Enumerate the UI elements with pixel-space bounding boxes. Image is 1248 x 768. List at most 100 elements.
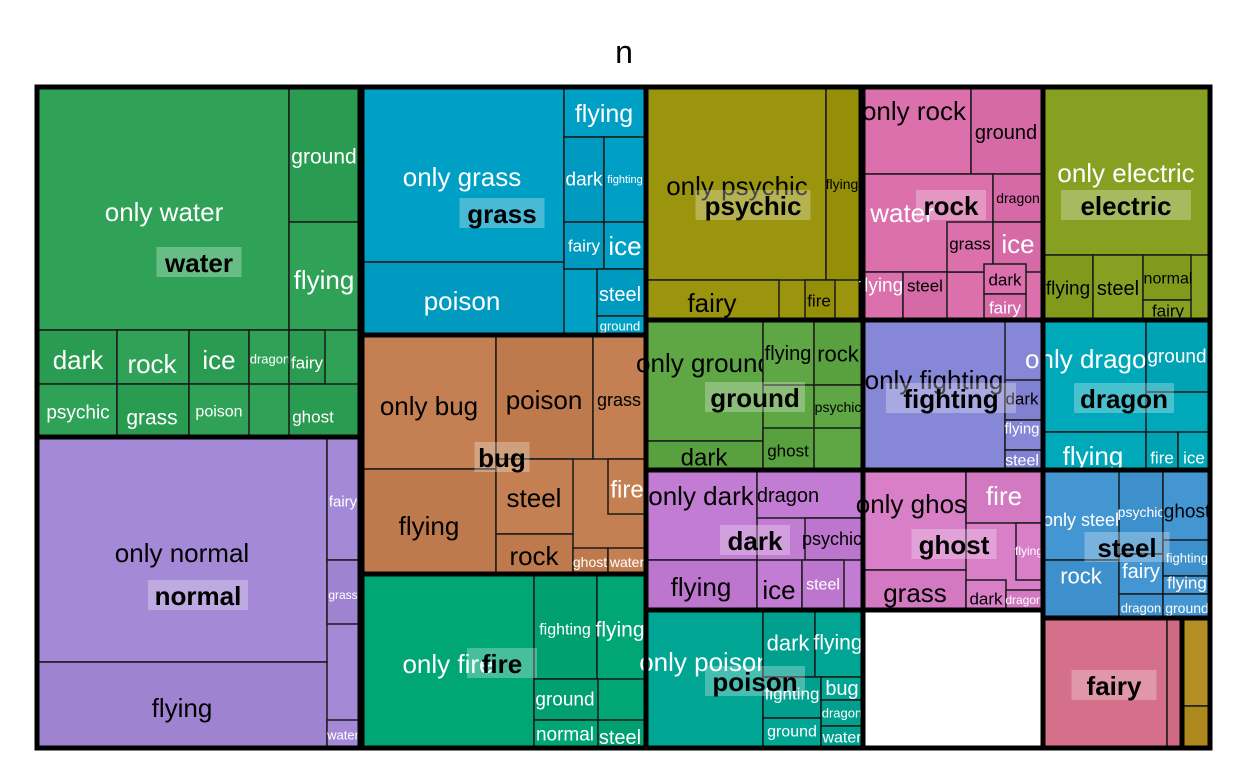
- treemap-tile: [36, 86, 290, 331]
- treemap-tile: [1181, 705, 1211, 749]
- tile-label: ice: [1001, 229, 1034, 259]
- group-label: electric: [1080, 191, 1171, 221]
- group-label-highlight: [911, 529, 997, 559]
- tile-label: flying: [1004, 421, 1039, 438]
- group-label: dragon: [1080, 384, 1168, 414]
- tile-label: only psychic: [666, 171, 808, 201]
- tile-label: ice: [1183, 449, 1205, 468]
- treemap-tile: [645, 609, 764, 749]
- tile-label: rock: [817, 342, 860, 367]
- group-label: steel: [1097, 533, 1156, 563]
- group-label-highlight: [459, 198, 545, 228]
- group-label-highlight: [156, 247, 242, 277]
- group-label: ground: [710, 383, 800, 413]
- treemap-tile: [36, 383, 118, 438]
- tile-label: grass: [883, 578, 947, 608]
- treemap-group-rock: only rock ground water dragon grass ice flying…: [859, 84, 1046, 323]
- treemap-tile: [36, 436, 328, 663]
- group-label-highlight: [474, 442, 530, 472]
- chart-title: n: [615, 34, 633, 70]
- group-label-highlight: [695, 190, 811, 220]
- tile-label: only bug: [380, 391, 478, 421]
- treemap-tile: [983, 263, 1027, 295]
- tile-label: fighting: [765, 685, 820, 704]
- treemap-tile: [1118, 553, 1164, 595]
- tile-label: only steel: [1043, 510, 1119, 530]
- treemap-group-water: only water ground flying dark rock ice dragon f…: [34, 84, 363, 440]
- tile-label: flying: [671, 572, 732, 602]
- group-label: ghost: [919, 530, 990, 560]
- tile-label: only ground: [636, 348, 772, 378]
- tile-label: flying: [859, 276, 903, 297]
- treemap-group-electric: only electric flying steel normal fairy elect…: [1040, 84, 1213, 323]
- tile-label: rock: [1060, 564, 1103, 589]
- tile-label: ground: [291, 146, 356, 169]
- tile-label: only rock: [862, 96, 967, 126]
- treemap-tile: [862, 319, 1006, 471]
- tile-label: only fighting: [865, 365, 1004, 395]
- tile-label: rock: [127, 349, 177, 379]
- treemap-frame: [34, 84, 1213, 751]
- tile-label: psychic: [46, 403, 109, 424]
- tile-label: water: [869, 198, 934, 228]
- tile-label: steel: [1097, 278, 1139, 300]
- group-label: fairy: [1087, 671, 1142, 701]
- treemap-tile: [756, 559, 803, 611]
- tile-label: fighting: [539, 622, 591, 639]
- treemap-group-unlabeled: [1179, 615, 1213, 751]
- tile-label: flying: [294, 265, 355, 295]
- group-label: fighting: [903, 384, 998, 414]
- tile-label: only dragon: [1025, 344, 1161, 374]
- tile-label: flying: [1063, 441, 1124, 471]
- group-label-highlight: [1074, 383, 1174, 413]
- tile-label: ghost: [292, 408, 334, 427]
- group-label-highlight: [1061, 190, 1191, 220]
- treemap-tile: [813, 384, 864, 429]
- tile-label: steel: [599, 284, 641, 306]
- tile-label: flying: [399, 511, 460, 541]
- tile-label: poison: [506, 385, 583, 415]
- tile-label: only normal: [115, 538, 249, 568]
- tile-label: flying: [152, 693, 213, 723]
- tile-label: ice: [762, 575, 795, 605]
- treemap-group-ground: only ground dark flying rock psychic ghost gro…: [636, 317, 866, 473]
- tile-label: flying: [813, 632, 862, 655]
- tile-label: fighting: [1166, 551, 1208, 566]
- tile-label: fairy: [1152, 302, 1185, 321]
- tile-label: dragon: [996, 190, 1040, 206]
- group-label: bug: [478, 443, 526, 473]
- treemap-tile: [592, 334, 647, 460]
- treemap-tile: [756, 469, 864, 519]
- treemap-tile: [1092, 254, 1144, 321]
- group-label-highlight: [148, 580, 248, 610]
- group-label-highlight: [705, 382, 805, 412]
- tile-label: rock: [509, 541, 559, 571]
- tile-label: grass: [949, 235, 991, 254]
- treemap-tile: [563, 221, 605, 270]
- tile-label: flying: [1015, 544, 1043, 558]
- tile-label: ice: [202, 345, 235, 375]
- treemap-tile: [645, 469, 758, 561]
- tile-label: fairy: [687, 288, 736, 318]
- tile-label: only water: [105, 197, 224, 227]
- tile-label: ghost: [767, 442, 809, 461]
- group-label-highlight: [467, 648, 537, 678]
- treemap-tile: [862, 86, 972, 175]
- tile-label: grass: [597, 390, 641, 410]
- treemap-group-psychic: only psychic flying fairy fire psychic: [643, 84, 864, 323]
- tile-label: dragon: [1005, 593, 1042, 607]
- treemap-tile: [645, 279, 780, 321]
- treemap-tile: [814, 609, 864, 678]
- treemap-tile: [1042, 617, 1168, 749]
- treemap-tile: [762, 319, 815, 386]
- tile-label: normal: [536, 725, 594, 746]
- treemap-tile: [326, 719, 361, 749]
- tile-label: grass: [126, 407, 177, 430]
- tile-label: water: [609, 554, 645, 570]
- group-label-highlight: [705, 666, 805, 696]
- treemap-tile: [1145, 319, 1211, 393]
- group-label: water: [164, 248, 233, 278]
